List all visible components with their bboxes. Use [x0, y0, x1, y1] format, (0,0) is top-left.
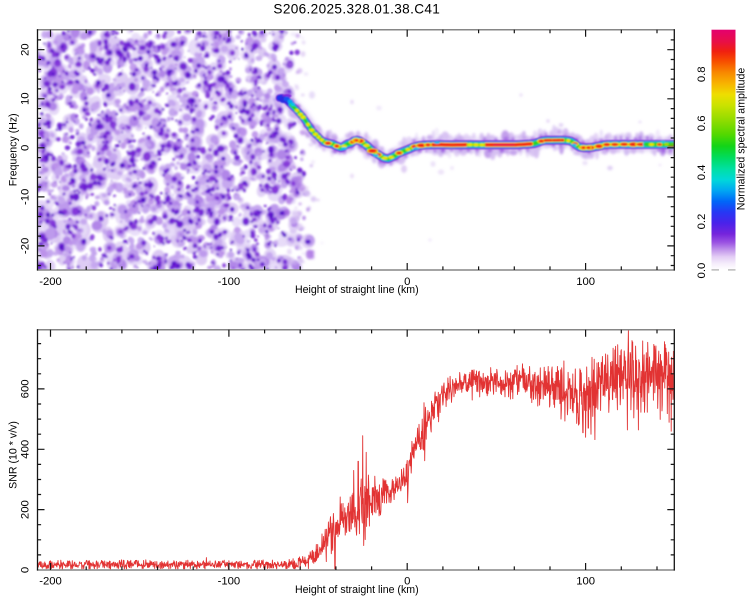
svg-text:0: 0: [404, 576, 410, 588]
svg-text:0: 0: [20, 145, 32, 151]
svg-text:0.8: 0.8: [696, 66, 708, 82]
svg-text:S206.2025.328.01.38.C41: S206.2025.328.01.38.C41: [273, 1, 440, 16]
svg-text:0.4: 0.4: [696, 165, 708, 181]
svg-text:Height of straight line (km): Height of straight line (km): [295, 284, 419, 296]
svg-text:400: 400: [20, 440, 32, 459]
svg-text:200: 200: [20, 500, 32, 519]
svg-text:Height of straight line (km): Height of straight line (km): [295, 584, 419, 596]
svg-text:Frequency (Hz): Frequency (Hz): [8, 113, 20, 186]
svg-text:20: 20: [20, 43, 32, 56]
svg-text:-20: -20: [20, 238, 32, 254]
svg-text:-200: -200: [39, 576, 62, 588]
svg-text:0.6: 0.6: [696, 116, 708, 132]
svg-text:-200: -200: [39, 276, 62, 288]
svg-text:-100: -100: [218, 576, 241, 588]
svg-text:100: 100: [576, 276, 595, 288]
svg-text:0: 0: [404, 276, 410, 288]
svg-text:-100: -100: [218, 276, 241, 288]
svg-text:0.2: 0.2: [696, 214, 708, 230]
svg-text:Normalized spectral amplitude: Normalized spectral amplitude: [736, 68, 748, 211]
svg-text:10: 10: [20, 92, 32, 105]
svg-text:0.0: 0.0: [696, 263, 708, 279]
svg-text:SNR (10 * v/v): SNR (10 * v/v): [8, 421, 20, 489]
svg-text:600: 600: [20, 379, 32, 398]
svg-text:100: 100: [576, 576, 595, 588]
svg-text:0: 0: [20, 567, 32, 573]
svg-text:-10: -10: [20, 189, 32, 205]
